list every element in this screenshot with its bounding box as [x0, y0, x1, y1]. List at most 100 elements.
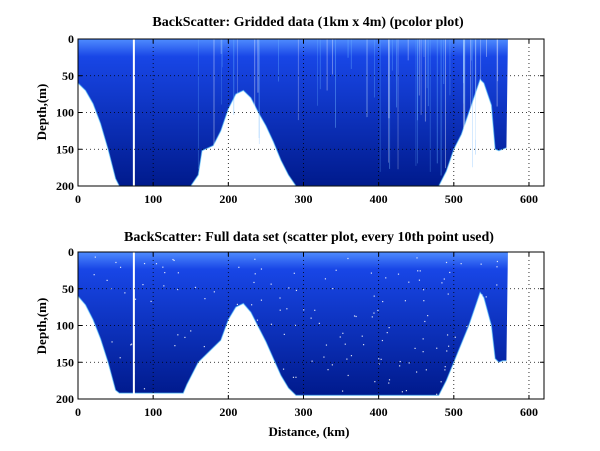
bottom-speckle: [134, 298, 137, 300]
bottom-speckle: [228, 344, 230, 346]
bottom-speckle: [253, 281, 255, 284]
bottom-speckle: [188, 384, 190, 386]
bottom-speckle: [150, 300, 152, 302]
bottom-speckle: [143, 388, 146, 390]
bottom-speckle: [380, 358, 382, 360]
bottom-speckle: [323, 356, 325, 358]
bottom-speckle: [370, 272, 372, 274]
top-data-area: [78, 39, 508, 186]
bottom-speckle: [177, 272, 179, 274]
bottom-speckle: [124, 292, 126, 294]
bottom-speckle: [119, 357, 121, 359]
bottom-speckle: [254, 258, 256, 260]
bottom-speckle: [341, 390, 344, 392]
bottom-speckle: [346, 358, 348, 360]
bottom-speckle: [385, 277, 387, 279]
bottom-speckle: [353, 315, 356, 317]
bottom-speckle: [382, 300, 384, 303]
bottom-speckle: [303, 309, 305, 311]
bottom-speckle: [440, 381, 442, 383]
bottom-speckle: [361, 335, 363, 337]
top-x-tick-label: 100: [144, 192, 162, 206]
top-y-tick-label: 100: [56, 106, 74, 120]
top-y-tick-label: 50: [62, 69, 74, 83]
bottom-speckle: [423, 300, 425, 302]
bottom-speckle: [401, 391, 403, 393]
bottom-speckle: [457, 370, 460, 372]
bottom-speckle: [481, 391, 483, 394]
bottom-speckle: [362, 344, 365, 346]
bottom-speckle: [184, 336, 186, 339]
bottom-speckle: [115, 261, 117, 264]
top-chart-title: BackScatter: Gridded data (1km x 4m) (pc…: [152, 15, 464, 30]
bottom-speckle: [445, 261, 448, 264]
bottom-speckle: [162, 266, 164, 268]
bottom-speckle: [422, 338, 424, 340]
bottom-speckle: [143, 262, 146, 265]
bottom-speckle: [172, 258, 174, 261]
bottom-y-tick-label: 100: [56, 319, 74, 333]
bottom-speckle: [260, 268, 263, 270]
bottom-x-axis-label: Distance, (km): [269, 424, 350, 439]
bottom-speckle: [419, 270, 421, 272]
bottom-speckle: [106, 279, 108, 281]
bottom-data-area: [78, 252, 508, 399]
bottom-speckle: [294, 324, 296, 326]
bottom-speckle: [339, 336, 341, 338]
bottom-speckle: [454, 336, 456, 338]
bottom-speckle: [155, 263, 158, 265]
top-data-gap: [132, 39, 135, 186]
bottom-speckle: [355, 315, 357, 318]
bottom-x-tick-label: 600: [520, 405, 538, 419]
bottom-speckle: [447, 293, 449, 295]
bottom-water-column: [78, 252, 508, 396]
bottom-speckle: [481, 294, 483, 296]
bottom-speckle: [464, 367, 466, 369]
bottom-speckle: [194, 286, 197, 289]
bottom-x-tick-label: 300: [294, 405, 312, 419]
bottom-speckle: [388, 327, 390, 329]
bottom-speckle: [282, 368, 285, 370]
bottom-speckle: [388, 379, 391, 381]
bottom-speckle: [119, 266, 122, 268]
bottom-speckle: [408, 362, 410, 364]
bottom-speckle: [221, 339, 223, 341]
bottom-speckle: [449, 271, 451, 274]
bottom-speckle: [217, 384, 220, 386]
bottom-speckle: [310, 317, 312, 319]
bottom-speckle: [350, 355, 353, 357]
bottom-speckle: [238, 266, 240, 268]
bottom-speckle: [232, 378, 234, 381]
bottom-speckle: [173, 259, 175, 262]
bottom-speckle: [446, 334, 449, 336]
bottom-speckle: [256, 319, 259, 321]
bottom-speckle: [342, 332, 344, 334]
bottom-speckle: [314, 309, 316, 311]
bottom-speckle: [332, 287, 334, 290]
bottom-speckle: [254, 273, 256, 275]
top-y-tick-label: 200: [56, 179, 74, 193]
bottom-speckle: [388, 382, 390, 384]
bottom-speckle: [177, 288, 179, 291]
top-x-tick-label: 200: [219, 192, 237, 206]
bottom-speckle: [381, 339, 384, 342]
top-y-axis-label: Depth,(m): [34, 84, 49, 141]
bottom-speckle: [422, 289, 425, 291]
bottom-speckle: [377, 309, 379, 312]
bottom-speckle: [270, 283, 272, 285]
top-x-tick-label: 600: [520, 192, 538, 206]
bottom-x-tick-label: 200: [219, 405, 237, 419]
bottom-speckle: [270, 375, 272, 377]
bottom-speckle: [194, 375, 196, 377]
bottom-speckle: [93, 372, 95, 374]
bottom-speckle: [295, 376, 297, 378]
bottom-speckle: [444, 366, 446, 368]
bottom-chart-title: BackScatter: Full data set (scatter plot…: [124, 230, 494, 245]
bottom-speckle: [327, 369, 329, 371]
bottom-x-tick-label: 500: [445, 405, 463, 419]
bottom-x-tick-label: 400: [370, 405, 388, 419]
bottom-speckle: [163, 285, 165, 287]
bottom-speckle: [399, 360, 401, 363]
bottom-speckle: [373, 295, 375, 297]
bottom-speckle: [397, 273, 400, 275]
